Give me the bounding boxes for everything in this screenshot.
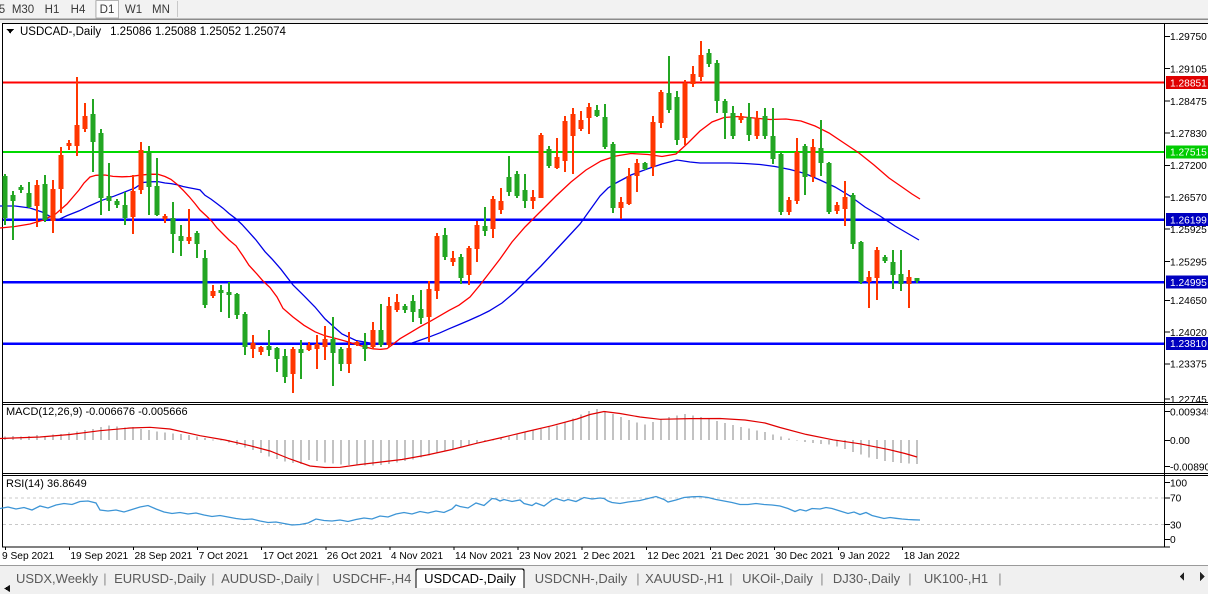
svg-text:|: | <box>103 571 106 586</box>
svg-text:5: 5 <box>0 4 5 16</box>
svg-text:9 Jan 2022: 9 Jan 2022 <box>840 551 891 562</box>
svg-text:EURUSD-,Daily: EURUSD-,Daily <box>114 571 206 586</box>
svg-text:USDCHF-,H4: USDCHF-,H4 <box>333 571 412 586</box>
svg-text:1.27200: 1.27200 <box>1170 161 1207 172</box>
svg-text:1.26199: 1.26199 <box>1170 215 1207 226</box>
svg-text:0: 0 <box>1170 535 1176 546</box>
svg-text:26 Oct 2021: 26 Oct 2021 <box>327 551 383 562</box>
svg-text:MN: MN <box>152 4 170 16</box>
svg-text:30: 30 <box>1170 520 1182 531</box>
svg-text:H4: H4 <box>71 4 86 16</box>
svg-text:|: | <box>636 571 639 586</box>
svg-text:28 Sep 2021: 28 Sep 2021 <box>135 551 193 562</box>
svg-text:12 Dec 2021: 12 Dec 2021 <box>647 551 705 562</box>
svg-text:|: | <box>908 571 911 586</box>
svg-text:1.28851: 1.28851 <box>1170 78 1207 89</box>
svg-text:|: | <box>316 571 319 586</box>
svg-text:1.29750: 1.29750 <box>1170 32 1207 43</box>
svg-text:MACD(12,26,9) -0.006676 -0.005: MACD(12,26,9) -0.006676 -0.005666 <box>6 406 188 418</box>
svg-text:1.25295: 1.25295 <box>1170 257 1207 268</box>
svg-text:1.26570: 1.26570 <box>1170 193 1207 204</box>
svg-text:AUDUSD-,Daily: AUDUSD-,Daily <box>221 571 313 586</box>
svg-text:1.24995: 1.24995 <box>1170 278 1207 289</box>
svg-text:DJ30-,Daily: DJ30-,Daily <box>833 571 901 586</box>
svg-text:70: 70 <box>1170 494 1182 505</box>
svg-text:2 Dec 2021: 2 Dec 2021 <box>583 551 635 562</box>
svg-text:XAUUSD-,H1: XAUUSD-,H1 <box>645 571 724 586</box>
svg-text:14 Nov 2021: 14 Nov 2021 <box>455 551 513 562</box>
svg-text:18 Jan 2022: 18 Jan 2022 <box>904 551 960 562</box>
svg-text:1.24650: 1.24650 <box>1170 296 1207 307</box>
svg-text:1.22745: 1.22745 <box>1170 395 1207 406</box>
svg-text:1.27515: 1.27515 <box>1170 148 1207 159</box>
svg-text:UK100-,H1: UK100-,H1 <box>924 571 988 586</box>
svg-text:UKOil-,Daily: UKOil-,Daily <box>742 571 813 586</box>
svg-text:1.27830: 1.27830 <box>1170 129 1207 140</box>
svg-text:USDCAD-,Daily: USDCAD-,Daily <box>424 571 516 586</box>
svg-text:|: | <box>211 571 214 586</box>
svg-text:|: | <box>729 571 732 586</box>
svg-text:21 Dec 2021: 21 Dec 2021 <box>711 551 769 562</box>
svg-text:USDCNH-,Daily: USDCNH-,Daily <box>535 571 628 586</box>
svg-text:USDX,Weekly: USDX,Weekly <box>16 571 99 586</box>
svg-text:100: 100 <box>1170 479 1187 490</box>
svg-text:1.28475: 1.28475 <box>1170 97 1207 108</box>
svg-text:23 Nov 2021: 23 Nov 2021 <box>519 551 577 562</box>
svg-text:RSI(14) 36.8649: RSI(14) 36.8649 <box>6 478 87 490</box>
svg-text:1.25925: 1.25925 <box>1170 225 1207 236</box>
svg-text:|: | <box>998 571 1001 586</box>
svg-text:-0.008902: -0.008902 <box>1170 463 1208 474</box>
svg-text:|: | <box>820 571 823 586</box>
svg-text:0.009345: 0.009345 <box>1170 407 1208 418</box>
svg-text:17 Oct 2021: 17 Oct 2021 <box>263 551 319 562</box>
svg-text:4 Nov 2021: 4 Nov 2021 <box>391 551 443 562</box>
svg-text:19 Sep 2021: 19 Sep 2021 <box>70 551 128 562</box>
svg-text:M30: M30 <box>12 4 34 16</box>
svg-text:7 Oct 2021: 7 Oct 2021 <box>199 551 249 562</box>
svg-text:1.24020: 1.24020 <box>1170 328 1207 339</box>
svg-text:1.23375: 1.23375 <box>1170 360 1207 371</box>
svg-text:USDCAD-,Daily 1.25086 1.25088: USDCAD-,Daily 1.25086 1.25088 1.25052 1.… <box>20 26 287 38</box>
svg-text:W1: W1 <box>125 4 142 16</box>
svg-text:1.23810: 1.23810 <box>1170 339 1207 350</box>
svg-text:9 Sep 2021: 9 Sep 2021 <box>2 551 54 562</box>
svg-text:1.29105: 1.29105 <box>1170 65 1207 76</box>
svg-text:0.00: 0.00 <box>1170 436 1190 447</box>
svg-text:D1: D1 <box>100 4 115 16</box>
svg-text:H1: H1 <box>45 4 60 16</box>
svg-text:30 Dec 2021: 30 Dec 2021 <box>776 551 834 562</box>
